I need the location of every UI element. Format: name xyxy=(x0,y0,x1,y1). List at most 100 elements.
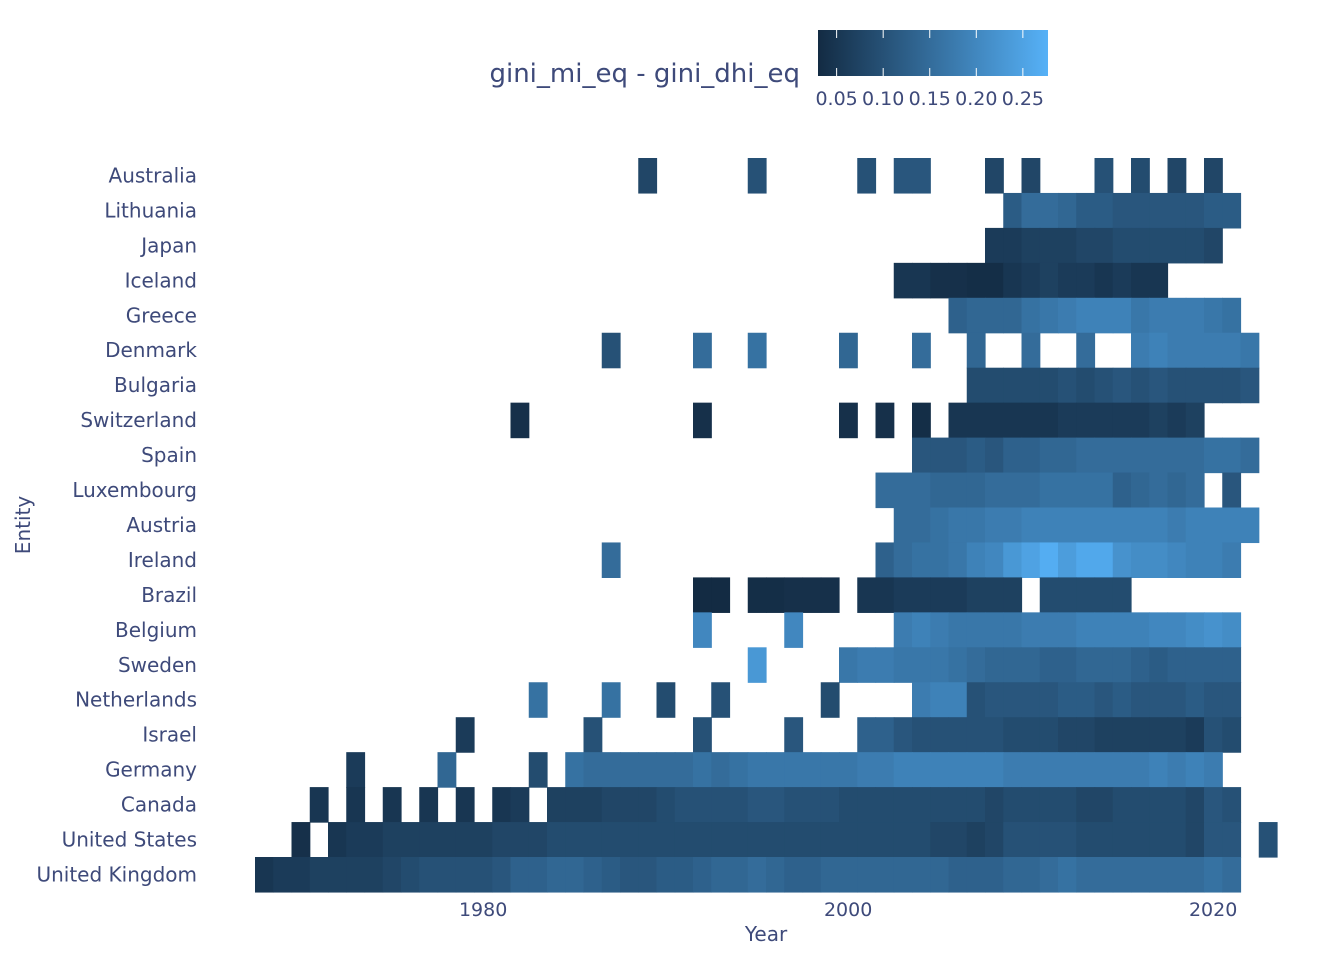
heatmap-tile xyxy=(985,507,1004,544)
heatmap-tile xyxy=(601,682,621,718)
heatmap-tile xyxy=(729,787,749,823)
heatmap-tile xyxy=(893,717,913,753)
heatmap-tile xyxy=(1094,262,1114,299)
heatmap-tile xyxy=(656,857,676,893)
heatmap-tile xyxy=(948,787,968,823)
heatmap-tile xyxy=(1039,612,1059,648)
heatmap-tile xyxy=(985,682,1004,718)
heatmap-tile xyxy=(948,612,968,648)
heatmap-tile xyxy=(1003,402,1023,439)
heatmap-tile xyxy=(693,612,712,648)
heatmap-tile xyxy=(966,542,986,578)
heatmap-tile xyxy=(1076,577,1096,613)
heatmap-tile xyxy=(1204,437,1223,474)
heatmap-tile xyxy=(875,857,895,893)
heatmap-tile xyxy=(1021,542,1041,578)
heatmap-tile xyxy=(419,822,439,858)
heatmap-tile xyxy=(985,158,1004,194)
heatmap-tile xyxy=(1039,192,1059,229)
heatmap-tile xyxy=(1222,472,1242,509)
heatmap-tile xyxy=(528,857,548,893)
heatmap-tile xyxy=(1204,682,1223,718)
heatmap-tile xyxy=(930,472,950,509)
heatmap-tile xyxy=(1167,787,1187,823)
heatmap-tile xyxy=(966,367,986,404)
heatmap-tile xyxy=(930,437,950,474)
heatmap-tile xyxy=(966,332,986,369)
heatmap-tile xyxy=(857,158,877,194)
heatmap-tile xyxy=(1131,192,1150,229)
heatmap-tile xyxy=(985,367,1004,404)
heatmap-tile xyxy=(1021,262,1041,299)
heatmap-tile xyxy=(620,752,639,788)
heatmap-tile xyxy=(291,857,311,893)
heatmap-tile xyxy=(1039,437,1059,474)
heatmap-tile xyxy=(1076,717,1096,753)
heatmap-tile xyxy=(1222,647,1242,683)
heatmap-tile xyxy=(1021,297,1041,334)
heatmap-tile xyxy=(1167,542,1187,578)
heatmap-tile xyxy=(1222,787,1242,823)
heatmap-tile xyxy=(1058,402,1077,439)
heatmap-tile xyxy=(948,752,968,788)
heatmap-tile xyxy=(875,717,895,753)
heatmap-tile xyxy=(1003,577,1023,613)
heatmap-tile xyxy=(1076,857,1096,893)
heatmap-tile xyxy=(1149,682,1169,718)
heatmap-tile xyxy=(1185,472,1205,509)
heatmap-tile xyxy=(948,857,968,893)
heatmap-tile xyxy=(1131,682,1150,718)
heatmap-tile xyxy=(985,822,1004,858)
heatmap-tile xyxy=(1039,262,1059,299)
heatmap-tile xyxy=(1003,787,1023,823)
heatmap-tile xyxy=(1094,577,1114,613)
heatmap-tile xyxy=(893,577,913,613)
heatmap-tile xyxy=(1112,367,1132,404)
heatmap-tile xyxy=(1149,612,1169,648)
heatmap-tile xyxy=(510,822,530,858)
heatmap-tile xyxy=(291,822,311,858)
heatmap-tile xyxy=(1131,367,1150,404)
heatmap-tile xyxy=(839,752,858,788)
heatmap-tile xyxy=(820,822,840,858)
heatmap-tile xyxy=(1149,227,1169,264)
heatmap-tile xyxy=(1185,752,1205,788)
heatmap-tile xyxy=(1003,752,1023,788)
heatmap-tile xyxy=(1131,437,1150,474)
heatmap-tile xyxy=(784,787,804,823)
heatmap-tile xyxy=(1094,192,1114,229)
heatmap-tile xyxy=(1131,857,1150,893)
heatmap-tile xyxy=(912,437,931,474)
heatmap-tile xyxy=(1076,472,1096,509)
y-tick-label: Australia xyxy=(109,163,197,187)
heatmap-tile xyxy=(1058,367,1077,404)
heatmap-tile xyxy=(1185,297,1205,334)
heatmap-tile xyxy=(1112,437,1132,474)
heatmap-tile xyxy=(948,297,968,334)
heatmap-tile xyxy=(1021,507,1041,544)
heatmap-tile xyxy=(875,822,895,858)
heatmap-tile xyxy=(1112,297,1132,334)
heatmap-tile xyxy=(1076,542,1096,578)
heatmap-tile xyxy=(1204,192,1223,229)
heatmap-tile xyxy=(1204,717,1223,753)
heatmap-tile xyxy=(1039,367,1059,404)
heatmap-tile xyxy=(1076,437,1096,474)
heatmap-tile xyxy=(674,822,694,858)
heatmap-tile xyxy=(802,822,822,858)
heatmap-tile xyxy=(1021,787,1041,823)
heatmap-tile xyxy=(1131,227,1150,264)
heatmap-tile xyxy=(1021,647,1041,683)
heatmap-tile xyxy=(382,787,402,823)
heatmap-tile xyxy=(437,752,457,788)
heatmap-tile xyxy=(1003,682,1023,718)
heatmap-tile xyxy=(346,787,366,823)
heatmap-tile xyxy=(747,332,767,369)
heatmap-tile xyxy=(912,402,931,439)
heatmap-tile xyxy=(656,752,676,788)
y-tick-label: Luxembourg xyxy=(72,478,197,502)
y-tick-label: Austria xyxy=(126,513,197,537)
heatmap-tile xyxy=(1058,752,1077,788)
heatmap-tile xyxy=(1094,857,1114,893)
heatmap-tile xyxy=(930,542,950,578)
